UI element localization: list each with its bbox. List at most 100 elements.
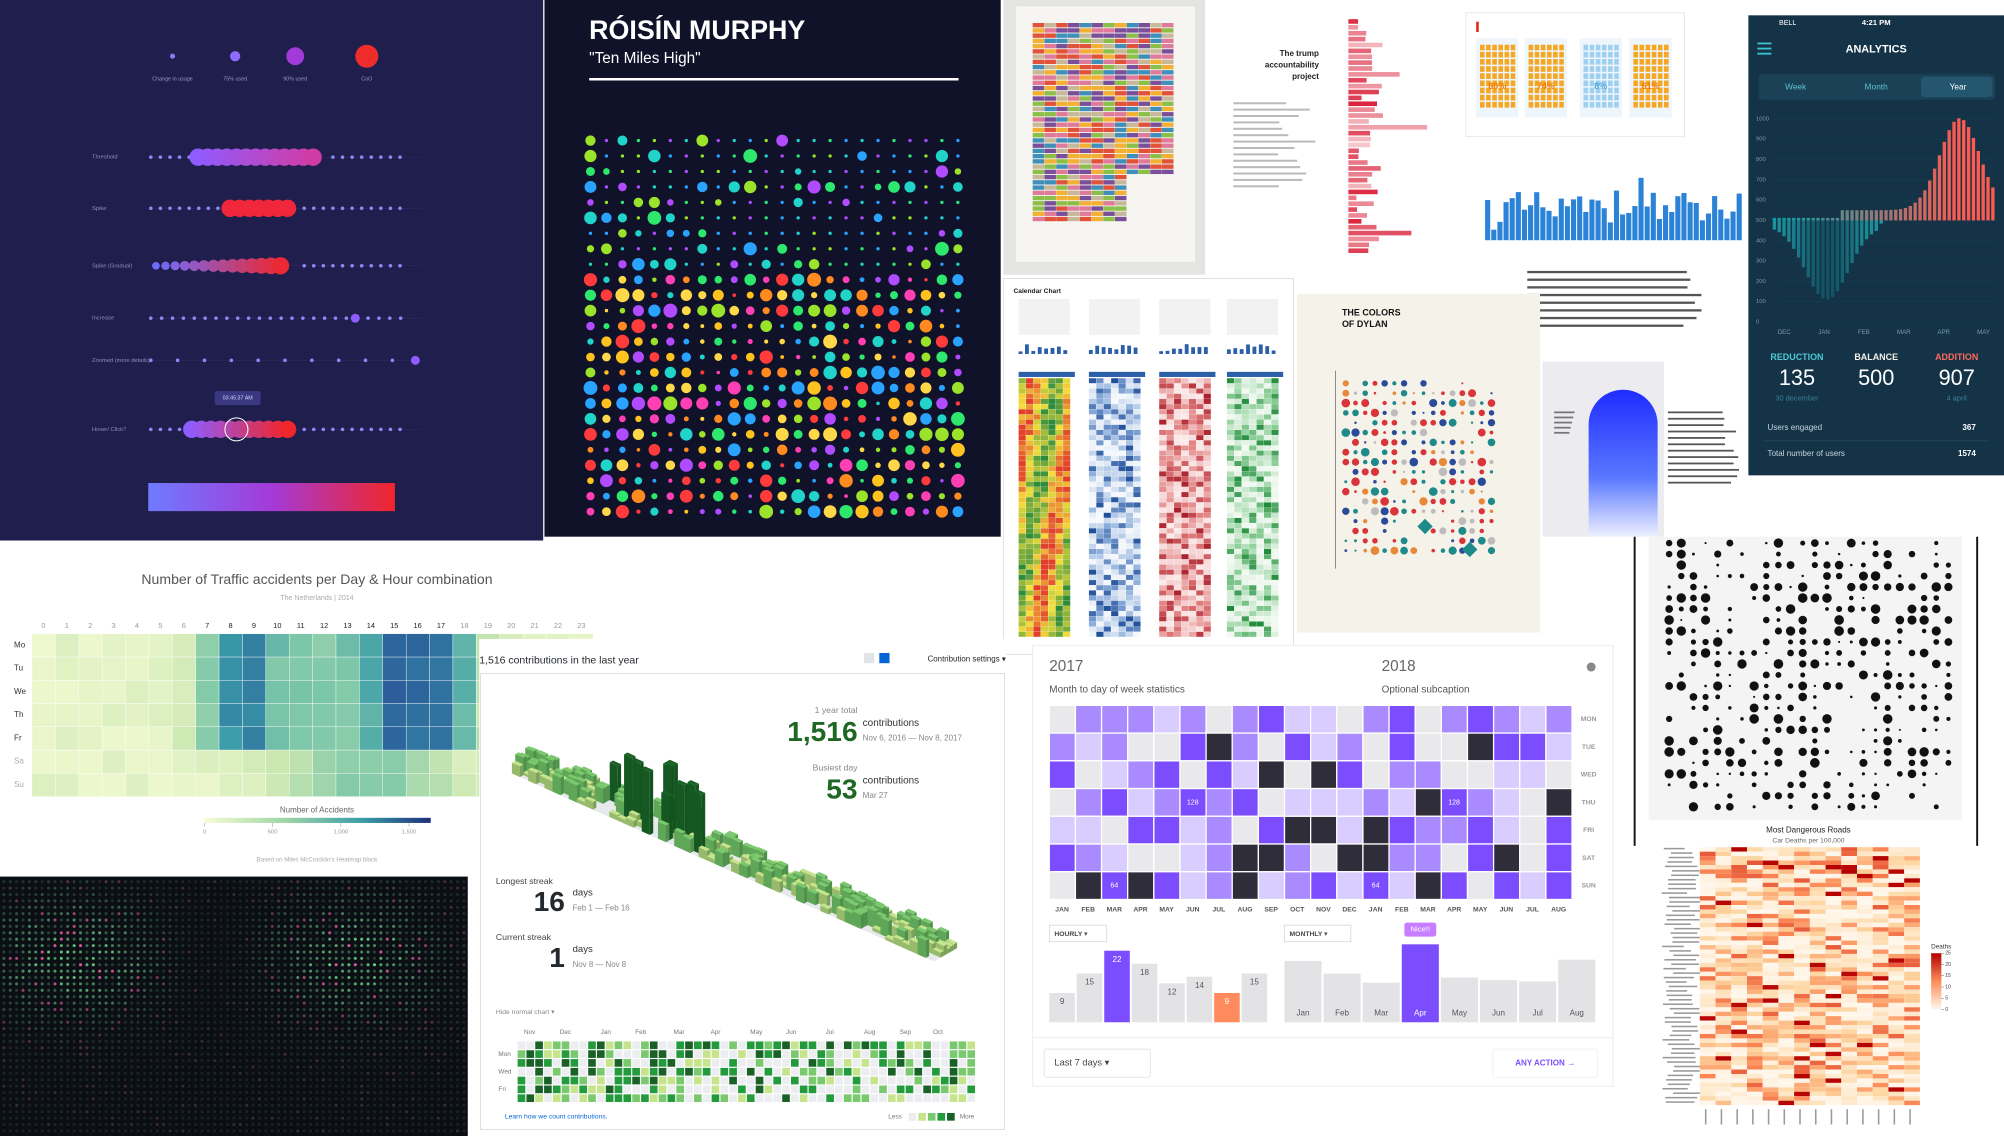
calendar-chart-cell <box>1133 533 1141 539</box>
dark-dot <box>136 924 140 928</box>
poster-cell <box>1103 80 1115 85</box>
dark-dot <box>200 1116 204 1120</box>
calendar-chart-cell <box>1166 590 1174 596</box>
usage-dot <box>321 264 326 268</box>
dark-dot <box>78 1059 83 1063</box>
calendar-chart-cell <box>1088 569 1097 575</box>
calendar-chart-cell <box>1111 585 1119 591</box>
dark-dot <box>59 1014 63 1018</box>
text-line <box>1527 301 1695 304</box>
calendar-chart-cell <box>1033 455 1041 461</box>
calendar-chart-cell <box>1241 383 1249 389</box>
dylan-dot <box>1441 440 1445 445</box>
share-cell <box>1664 73 1669 79</box>
share-cell <box>1583 73 1589 79</box>
poster-cell <box>1079 206 1092 211</box>
dark-dot <box>219 1059 223 1063</box>
calendar-chart-cell <box>1249 461 1257 467</box>
poster-cell <box>1032 43 1045 49</box>
album-dot <box>921 259 931 270</box>
poster-cell <box>1091 148 1103 154</box>
calendar-chart-cell <box>1133 502 1141 508</box>
up-bar <box>1957 118 1961 221</box>
album-dot <box>617 383 627 393</box>
calendar-chart-cell <box>1264 461 1272 467</box>
album-dot <box>764 231 768 235</box>
album-dot <box>860 478 864 483</box>
calendar-chart-cell <box>1256 435 1264 441</box>
heat-cell <box>55 726 79 751</box>
text-line <box>1527 270 1687 274</box>
calendar-chart-cell <box>1103 409 1111 415</box>
tab[interactable]: Year <box>1950 82 1967 92</box>
down-bar <box>1772 220 1776 230</box>
dark-dot <box>72 1065 76 1069</box>
calendar-chart-cell <box>1096 543 1104 549</box>
calendar-chart-spark <box>1159 351 1164 354</box>
poster-cell <box>1056 153 1068 159</box>
heat-cell <box>289 773 313 797</box>
album-dot <box>859 431 866 438</box>
dark-dot <box>187 937 191 941</box>
dark-dot <box>181 899 185 903</box>
arch <box>1588 389 1658 537</box>
blue-bar <box>1620 214 1626 241</box>
share-cell <box>1492 51 1497 58</box>
dark-dot <box>53 1103 57 1107</box>
poster-cell <box>1044 64 1056 70</box>
poster-cell <box>1103 190 1115 195</box>
dark-dot <box>155 1084 159 1088</box>
calendar-chart-cell <box>1226 471 1235 477</box>
calendar-chart-cell <box>1188 383 1197 389</box>
trump-bar <box>1348 177 1368 183</box>
calendar-chart-cell <box>1271 476 1279 482</box>
tab[interactable]: Week <box>1785 82 1807 92</box>
album-dot <box>872 506 884 517</box>
calendar-chart-cell <box>1048 492 1056 498</box>
dark-dot <box>85 905 89 909</box>
dark-dot <box>123 1097 127 1101</box>
poster-cell <box>1126 127 1139 133</box>
calendar-chart-cell <box>1196 564 1204 570</box>
usage-dot <box>149 358 153 363</box>
poster-cell <box>1138 143 1150 148</box>
tab[interactable]: Month <box>1865 82 1888 92</box>
dark-dot <box>27 1110 31 1114</box>
album-dot <box>699 477 706 484</box>
calendar-chart-spark <box>1018 351 1023 354</box>
calendar-chart-cell <box>1249 388 1257 394</box>
album-dot <box>777 398 787 409</box>
album-dot <box>584 211 597 225</box>
calendar-chart-cell <box>1088 595 1097 601</box>
x-tick-label: APR <box>1937 329 1950 336</box>
calendar-chart-cell <box>1226 528 1235 534</box>
poster-cell <box>1103 211 1115 216</box>
dark-dot <box>110 976 115 980</box>
poster-cell <box>1067 112 1080 117</box>
dark-dot <box>213 912 217 916</box>
dark-dot <box>130 1103 134 1107</box>
dark-dot <box>168 880 172 884</box>
legend-label: 75% used <box>223 77 247 83</box>
down-bar <box>1826 220 1830 300</box>
dark-dot <box>187 1116 191 1120</box>
calendar-chart-cell <box>1118 445 1126 451</box>
dark-dot <box>123 944 127 948</box>
album-dot <box>667 199 674 206</box>
usage-dot <box>344 316 349 320</box>
poster-cell <box>1056 159 1068 164</box>
heat-cell <box>78 633 103 658</box>
calendar-chart-cell <box>1249 486 1257 492</box>
dark-dot <box>136 937 140 941</box>
calendar-chart-cell <box>1033 435 1041 441</box>
calendar-chart-cell <box>1096 502 1104 508</box>
calendar-chart-cell <box>1264 471 1272 477</box>
dark-dot <box>72 899 76 903</box>
dark-dot <box>136 1065 140 1069</box>
calendar-chart-cell <box>1118 435 1126 441</box>
usage-dot <box>216 206 220 211</box>
dark-dot <box>27 1103 31 1107</box>
poster-cell <box>1044 159 1056 164</box>
calendar-chart-cell <box>1181 528 1189 534</box>
dark-dot <box>85 988 89 992</box>
